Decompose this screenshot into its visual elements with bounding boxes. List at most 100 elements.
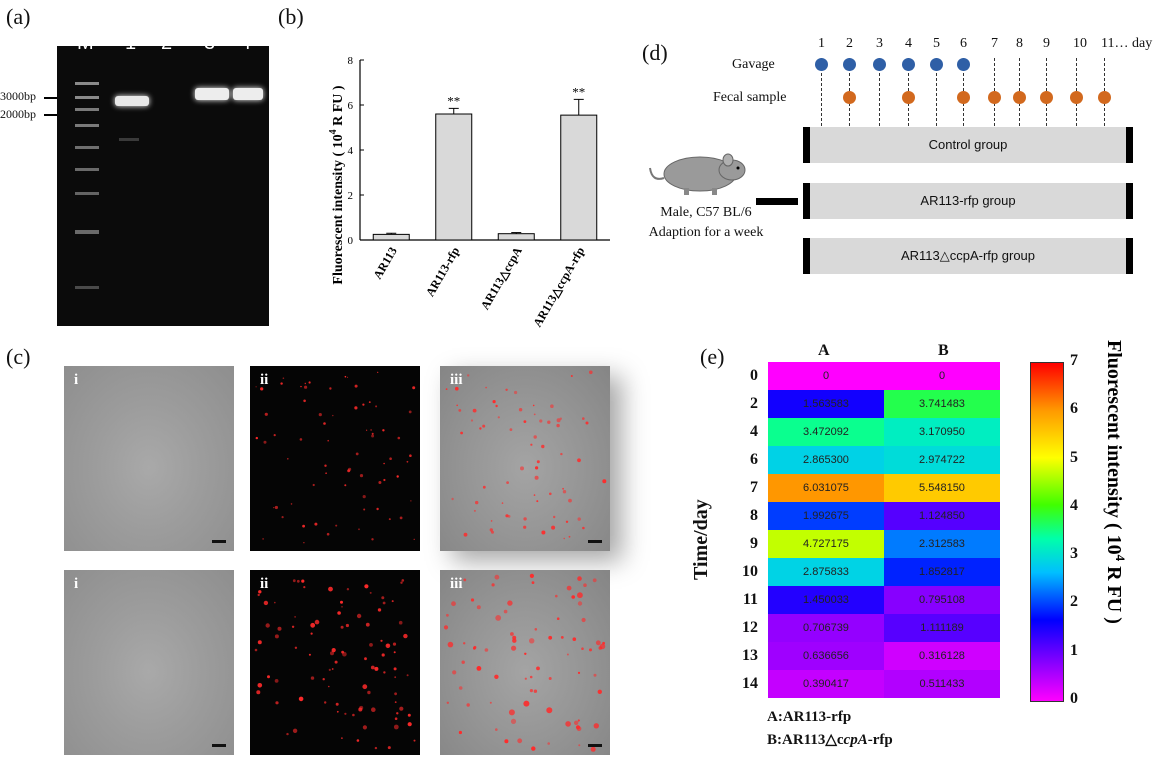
red-cell-dot: [482, 485, 486, 489]
fecal-dot: [1013, 91, 1026, 104]
red-cell-dot: [294, 646, 298, 649]
red-cell-dot: [560, 636, 564, 639]
red-cell-dot: [394, 692, 397, 696]
heatmap-row: 0.636656 0.316128: [768, 642, 1000, 670]
fecal-dot: [843, 91, 856, 104]
red-cell-dot: [575, 725, 581, 730]
heatmap-row-label: 14: [742, 675, 758, 692]
micrograph-row1-fluorescence: ii: [250, 366, 420, 551]
red-cell-dot: [506, 481, 509, 484]
red-cell-dot: [255, 386, 257, 388]
red-cell-dot: [511, 645, 517, 651]
red-cell-dot: [375, 405, 378, 408]
red-cell-dot: [470, 419, 474, 422]
fecal-label: Fecal sample: [713, 90, 787, 105]
red-cell-dot: [556, 423, 560, 428]
red-cell-dot: [323, 422, 326, 425]
heatmap-cell: 0.706739: [768, 614, 884, 642]
red-cell-dot: [371, 432, 374, 435]
red-cell-dot: [386, 643, 389, 647]
red-cell-dot: [312, 483, 315, 487]
red-cell-dot: [517, 738, 523, 744]
red-cell-dot: [370, 429, 372, 431]
red-cell-dot: [324, 464, 327, 467]
red-cell-dot: [380, 639, 383, 642]
mouse-caption-line2: Adaption for a week: [648, 225, 764, 240]
red-cell-dot: [383, 478, 386, 482]
red-cell-dot: [555, 594, 558, 598]
red-cell-dot: [335, 524, 338, 527]
heatmap-cell: 2.865300: [768, 446, 884, 474]
red-cell-dot: [565, 721, 571, 727]
red-cell-dot: [595, 640, 601, 646]
heatmap-row-label: 9: [750, 535, 758, 552]
red-cell-dot: [523, 700, 530, 707]
red-cell-dot: [501, 502, 504, 504]
red-cell-dot: [298, 696, 304, 702]
red-cell-dot: [531, 581, 535, 584]
colorbar-tick-label: 4: [1070, 496, 1078, 514]
red-cell-dot: [403, 633, 408, 639]
red-cell-dot: [523, 420, 527, 423]
red-cell-dot: [310, 676, 315, 680]
heatmap-cell: 2.875833: [768, 558, 884, 586]
heatmap-ylabel: Time/day: [690, 499, 712, 580]
red-cell-dot: [476, 666, 482, 671]
red-cell-dot: [514, 390, 518, 395]
bar-chart-ylabel: Fluorescent intensity ( 104 R FU ): [328, 85, 346, 285]
red-cell-dot: [599, 643, 606, 650]
fecal-dot: [957, 91, 970, 104]
red-cell-dot: [273, 434, 276, 437]
heatmap-cell: 0: [768, 362, 884, 390]
red-cell-dot: [381, 596, 385, 600]
red-cell-dot: [274, 601, 276, 604]
red-cell-dot: [368, 401, 371, 403]
red-cell-dot: [337, 611, 341, 615]
heatmap-row-label: 2: [750, 395, 758, 412]
red-cell-dot: [352, 713, 355, 717]
red-cell-dot: [484, 648, 489, 652]
red-cell-dot: [393, 724, 399, 730]
ladder-band: [75, 108, 99, 111]
micrograph-label: ii: [260, 372, 269, 388]
y-tick-label: 4: [348, 145, 354, 157]
red-cell-dot: [451, 601, 456, 607]
red-cell-dot: [274, 505, 278, 510]
red-cell-dot: [383, 671, 386, 674]
micrograph-row2-merged: iii: [440, 570, 610, 755]
red-cell-dot: [529, 675, 533, 679]
red-cell-dot: [393, 651, 396, 654]
red-cell-dot: [533, 435, 537, 439]
red-cell-dot: [560, 452, 563, 456]
red-cell-dot: [396, 712, 399, 715]
red-cell-dot: [394, 701, 397, 703]
heatmap-row: 0.390417 0.511433: [768, 670, 1000, 698]
red-cell-dot: [463, 532, 468, 537]
red-cell-dot: [381, 653, 385, 657]
red-cell-dot: [494, 674, 499, 679]
red-cell-dot: [398, 620, 403, 625]
red-cell-dot: [371, 434, 375, 438]
red-cell-dot: [520, 466, 524, 471]
red-cell-dot: [340, 625, 344, 629]
red-cell-dot: [367, 690, 371, 695]
scale-bar: [588, 540, 602, 543]
red-cell-dot: [602, 479, 607, 484]
y-tick-label: 2: [348, 190, 354, 202]
gavage-dot: [930, 58, 943, 71]
red-cell-dot: [257, 640, 262, 645]
red-cell-dot: [336, 710, 339, 713]
red-cell-dot: [383, 462, 385, 465]
red-cell-dot: [534, 475, 539, 480]
bar: [560, 114, 598, 241]
red-cell-dot: [578, 744, 581, 747]
red-cell-dot: [356, 739, 360, 742]
red-cell-dot: [473, 646, 476, 650]
red-cell-dot: [300, 385, 302, 388]
red-cell-dot: [451, 497, 454, 501]
legend-a: A:AR113-rfp: [767, 709, 852, 725]
gel-lane-2: 2: [161, 32, 173, 54]
gel-lane-3: 3: [204, 32, 216, 54]
red-cell-dots: [255, 371, 416, 544]
